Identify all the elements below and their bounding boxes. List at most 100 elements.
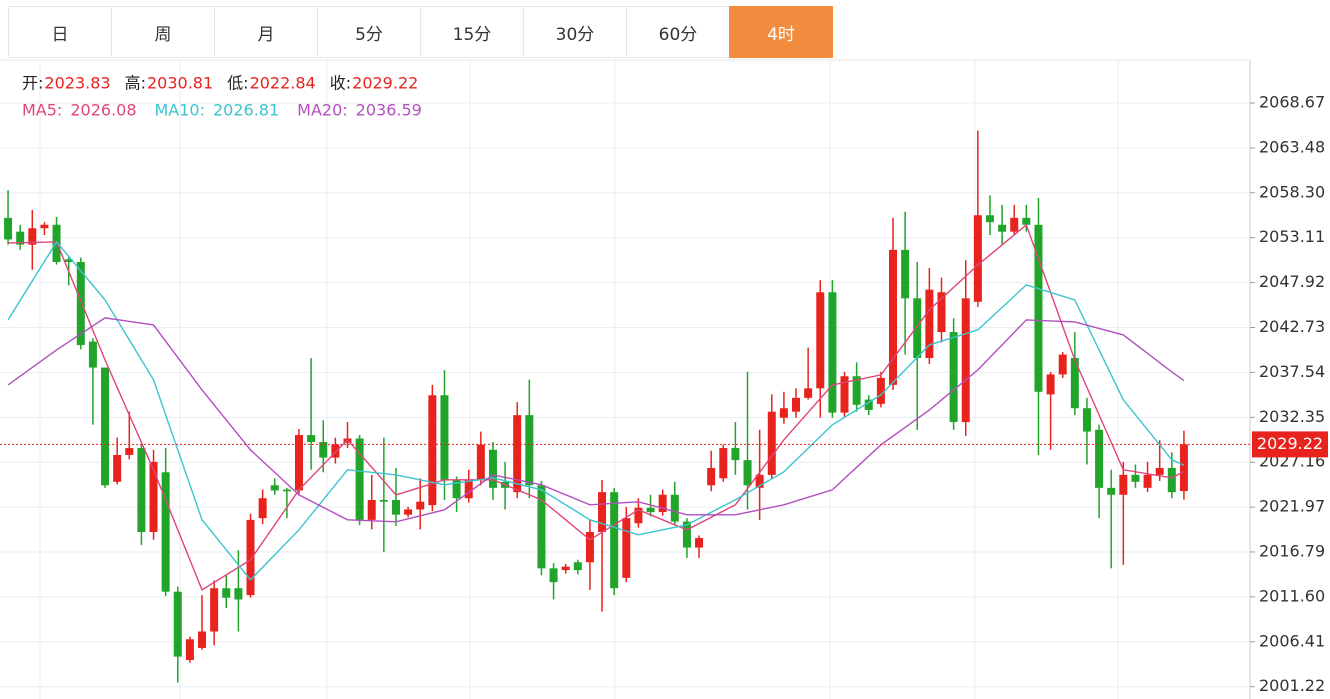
candle-body [210,588,219,632]
candle-body [1155,467,1164,475]
candle-body [695,538,704,548]
tab[interactable]: 日 [8,6,112,58]
candle-body [1046,374,1055,395]
candle-body [561,566,570,571]
candle-body [792,397,801,412]
tab[interactable]: 30分 [523,6,627,58]
candle-body [404,509,413,515]
y-tick-label: 2001.22 [1259,676,1325,695]
candle-body [28,228,37,245]
candle-body [658,494,667,513]
candle-body [634,507,643,524]
candle-body [4,217,13,240]
candle-body [222,588,231,598]
y-tick-label: 2068.67 [1259,93,1325,112]
candle-body [1070,358,1079,409]
tab[interactable]: 15分 [420,6,524,58]
candle-body [925,289,934,359]
candle-body [295,435,303,491]
candle-body [949,332,958,423]
candle-body [937,292,946,333]
candle-body [913,298,922,359]
candle-body [585,531,594,563]
candle-body [1034,224,1043,392]
ma-legend-value: 2026.08 [70,101,136,120]
candle-body [573,562,582,571]
candle-body [598,492,607,532]
ma-legend-name: MA5: [22,101,62,120]
ma-legend-value: 2036.59 [356,101,422,120]
candle-body [901,249,910,299]
y-tick-label: 2042.73 [1259,317,1325,336]
y-tick-label: 2032.35 [1259,407,1325,426]
candle-body [961,298,970,423]
ohlc-value: 2030.81 [147,74,213,93]
ohlc-label: 开: [22,74,43,93]
candle-body [549,568,558,583]
candle-body [319,441,328,458]
candle-body [840,376,849,413]
candle-body [707,467,716,486]
candle-body [185,639,194,661]
ohlc-label: 收: [330,74,351,93]
y-tick-label: 2053.11 [1259,227,1325,246]
candle-body [1022,217,1031,225]
ma-line [7,240,1185,581]
candle-body [525,415,534,486]
candle-body [731,448,740,461]
candle-body [270,485,279,491]
candle-body [622,518,631,578]
candle-body [876,377,885,404]
tab[interactable]: 4时 [729,6,833,58]
tab[interactable]: 60分 [626,6,730,58]
candle-body [258,498,267,519]
candle-body [379,499,388,502]
price-tag-label: 2029.22 [1257,434,1323,453]
candle-body [40,224,49,229]
ohlc-label: 低: [227,74,248,93]
candle-body [767,411,776,475]
y-tick-label: 2063.48 [1259,137,1325,156]
candle-body [743,460,752,486]
ohlc-label: 高: [125,74,146,93]
y-tick-label: 2011.60 [1259,586,1325,605]
candle-body [973,215,982,302]
tab-bar: 日周月 5分 15分 30分 60分 4时 [8,6,833,58]
candle-body [440,395,449,481]
ohlc-value: 2029.22 [352,74,418,93]
candle-body [198,631,207,648]
candle-body [137,448,146,532]
candle-body [113,454,122,482]
candle-body [1095,429,1104,488]
candle-body [719,448,728,479]
candle-body [234,588,243,600]
ma-line [7,317,1185,523]
candle-body [464,480,473,499]
candle-body [513,415,522,493]
candle-body [779,408,788,418]
candle-body [331,444,340,458]
y-tick-label: 2016.79 [1259,541,1325,560]
candle-body [282,489,291,492]
ma-legend-name: MA10: [155,101,206,120]
candle-body [101,367,110,486]
candle-body [828,292,837,413]
candle-body [173,591,182,657]
candle-body [816,292,825,389]
candle-body [246,519,255,596]
candle-body [1131,474,1140,482]
ohlc-value: 2022.84 [250,74,316,93]
candle-body [864,399,873,410]
candle-body [76,261,85,346]
tab[interactable]: 月 [214,6,318,58]
candle-body [16,231,25,245]
tab[interactable]: 周 [111,6,215,58]
candle-body [1058,354,1067,375]
ma-legend-value: 2026.81 [213,101,279,120]
candle-body [1010,217,1019,232]
ma-legend-name: MA20: [297,101,348,120]
tab[interactable]: 5分 [317,6,421,58]
candle-body [416,501,425,510]
candle-body [985,215,994,223]
